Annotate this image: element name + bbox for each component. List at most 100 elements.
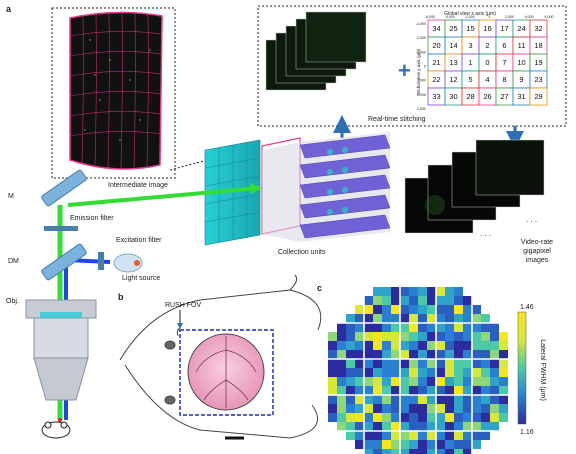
heatmap-cell [454,413,463,422]
heatmap-cell [427,386,436,395]
heatmap-cell [382,449,391,454]
heatmap-cell [436,440,445,449]
heatmap-cell [328,386,337,395]
heatmap-cell [328,332,337,341]
heatmap-cell [391,431,400,440]
heatmap-cell [382,377,391,386]
stitch-grid-cell-label: 32 [534,24,542,33]
stitch-grid-cell-label: 3 [468,41,472,50]
stitch-grid-x-ticks: -6,000 -4,000 -2,000 0 2,000 4,000 6,000 [425,15,554,19]
heatmap-cell [337,395,346,404]
stitch-grid-cell-label: 25 [449,24,457,33]
stitch-grid-cell-label: 13 [449,58,457,67]
heatmap-cell [328,413,337,422]
excitation-filter-label: Excitation filter [116,237,162,244]
heatmap-cell [400,368,409,377]
stitch-grid-cell-label: 27 [500,92,508,101]
heatmap-cell [400,404,409,413]
heatmap-cell [373,368,382,377]
stitch-grid-cell-label: 9 [519,75,523,84]
heatmap-cell [463,314,472,323]
heatmap-cell [445,386,454,395]
heatmap-cell [445,359,454,368]
heatmap-cell [418,323,427,332]
mouse-head-icon [41,418,71,439]
heatmap-cell [436,386,445,395]
heatmap-cell [463,440,472,449]
stitch-grid-cell-label: 0 [485,58,489,67]
heatmap-cell [373,287,382,296]
heatmap-cell [427,332,436,341]
heatmap-cell [436,350,445,359]
stitch-grid-cell-label: 2 [485,41,489,50]
heatmap-cell [337,422,346,431]
stitch-grid-cell-label: 22 [432,75,440,84]
heatmap-cell [391,332,400,341]
heatmap-cell [481,350,490,359]
heatmap-cell [427,350,436,359]
heatmap-cell [382,341,391,350]
heatmap-cell [400,341,409,350]
heatmap-cell [472,413,481,422]
heatmap-cell [409,440,418,449]
heatmap-cell [463,377,472,386]
heatmap-cell [472,332,481,341]
heatmap-cell [346,386,355,395]
stitch-grid-cell-label: 28 [466,92,474,101]
stitch-grid-cell-label: 7 [502,58,506,67]
stitching-frame [257,5,567,127]
heatmap-cell [454,359,463,368]
heatmap-cell [436,296,445,305]
heatmap-cell [454,404,463,413]
heatmap-cell [355,314,364,323]
heatmap-cell [490,368,499,377]
heatmap-cell [445,350,454,359]
video-rate-label-3: images [526,257,549,264]
realtime-stitching-label: Real-time stitching [368,116,426,123]
heatmap-cell [472,314,481,323]
heatmap-cell [454,296,463,305]
heatmap-cell [499,404,508,413]
heatmap-cell [400,287,409,296]
heatmap-cell [328,341,337,350]
heatmap-cell [346,368,355,377]
heatmap-cell [364,323,373,332]
stitch-grid-y-tick: 3,000 [417,107,426,111]
heatmap-cell [436,395,445,404]
colorbar-min-label: 1.16 [520,429,534,436]
heatmap-cell [373,350,382,359]
heatmap-cell [355,395,364,404]
stitching-tile-stack [265,11,367,91]
heatmap-cell [427,314,436,323]
stitch-grid-cell-label: 6 [502,41,506,50]
heatmap-cell [355,350,364,359]
heatmap-cell [382,296,391,305]
heatmap-cell [391,368,400,377]
heatmap-cell [427,305,436,314]
heatmap-cell [337,332,346,341]
heatmap-cell [436,422,445,431]
stitch-grid-y-tick: 1,000 [417,79,426,83]
heatmap-cell [337,323,346,332]
heatmap-cell [337,386,346,395]
heatmap-cell [445,368,454,377]
heatmap-cell [373,431,382,440]
collection-units-label: Collection units [278,249,326,256]
heatmap-cell [463,386,472,395]
heatmap-cell [454,314,463,323]
heatmap-cell [328,350,337,359]
heatmap-cell [409,287,418,296]
heatmap-cell [445,413,454,422]
heatmap-cell [445,395,454,404]
heatmap-cell [418,449,427,454]
intermediate-image-label: Intermediate image [108,182,168,189]
heatmap-cell [472,377,481,386]
heatmap-cell [382,413,391,422]
dichroic-mirror [41,243,87,281]
heatmap-cell [427,431,436,440]
heatmap-cell [409,431,418,440]
heatmap-cell [445,404,454,413]
heatmap-cell [427,359,436,368]
